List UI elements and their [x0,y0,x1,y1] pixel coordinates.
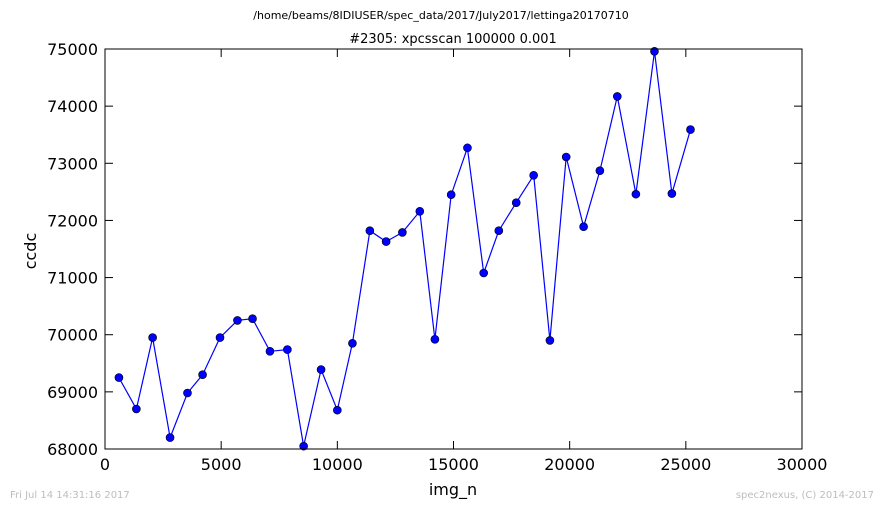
data-point [183,388,192,398]
data-point [114,373,124,382]
plot-frame [104,48,803,450]
data-point [545,336,555,345]
data-point [198,370,207,380]
data-point [248,314,257,324]
data-point [415,206,425,216]
data-point [511,198,521,208]
data-point [479,268,489,278]
y-tick-label: 75000 [47,40,98,59]
data-point [631,189,641,199]
footer-timestamp: Fri Jul 14 14:31:16 2017 [10,490,130,501]
data-point [561,152,571,162]
data-point [595,166,605,176]
data-point [165,433,175,442]
data-point [494,226,504,236]
data-point [650,46,659,56]
x-tick-label: 20000 [544,455,595,474]
file-path-title: /home/beams/8IDIUSER/spec_data/2017/July… [253,9,628,22]
y-tick-label: 74000 [47,97,98,116]
data-point [446,190,456,200]
y-axis-label: ccdc [21,233,40,270]
data-point [381,237,391,246]
data-point [430,334,440,344]
data-point [529,170,538,180]
data-point [667,189,677,198]
data-point [348,338,357,348]
plot-area: 0 5000 10000 15000 20000 25000 30000 68000 69000… [47,40,827,474]
x-tick-label: 0 [100,455,110,474]
data-point [283,345,292,354]
y-tick-label: 68000 [47,440,98,459]
data-point [333,405,342,415]
chart-title: #2305: xpcsscan 100000 0.001 [349,32,557,47]
footer-credit: spec2nexus, (C) 2014-2017 [736,490,874,501]
y-tick-label: 69000 [47,383,98,402]
data-point [215,333,225,342]
x-tick-label: 25000 [660,455,711,474]
data-point [299,441,308,451]
x-tick-label: 5000 [201,455,242,474]
data-point [148,333,157,342]
data-point [579,222,588,232]
y-tick-label: 71000 [47,269,98,288]
data-point [233,316,242,325]
data-point [132,404,141,414]
data-point [316,365,326,374]
y-tick-label: 70000 [47,326,98,345]
x-tick-label: 15000 [428,455,479,474]
data-point [398,228,407,237]
x-axis-label: img_n [429,480,477,500]
x-tick-label: 30000 [777,455,828,474]
data-point [265,346,275,356]
data-point [463,143,472,153]
x-tick-label: 10000 [312,455,363,474]
y-tick-label: 72000 [47,211,98,230]
data-point [365,226,375,236]
data-point [612,92,622,101]
data-point [686,125,695,134]
series-line [118,51,692,447]
y-tick-label: 73000 [47,154,98,173]
